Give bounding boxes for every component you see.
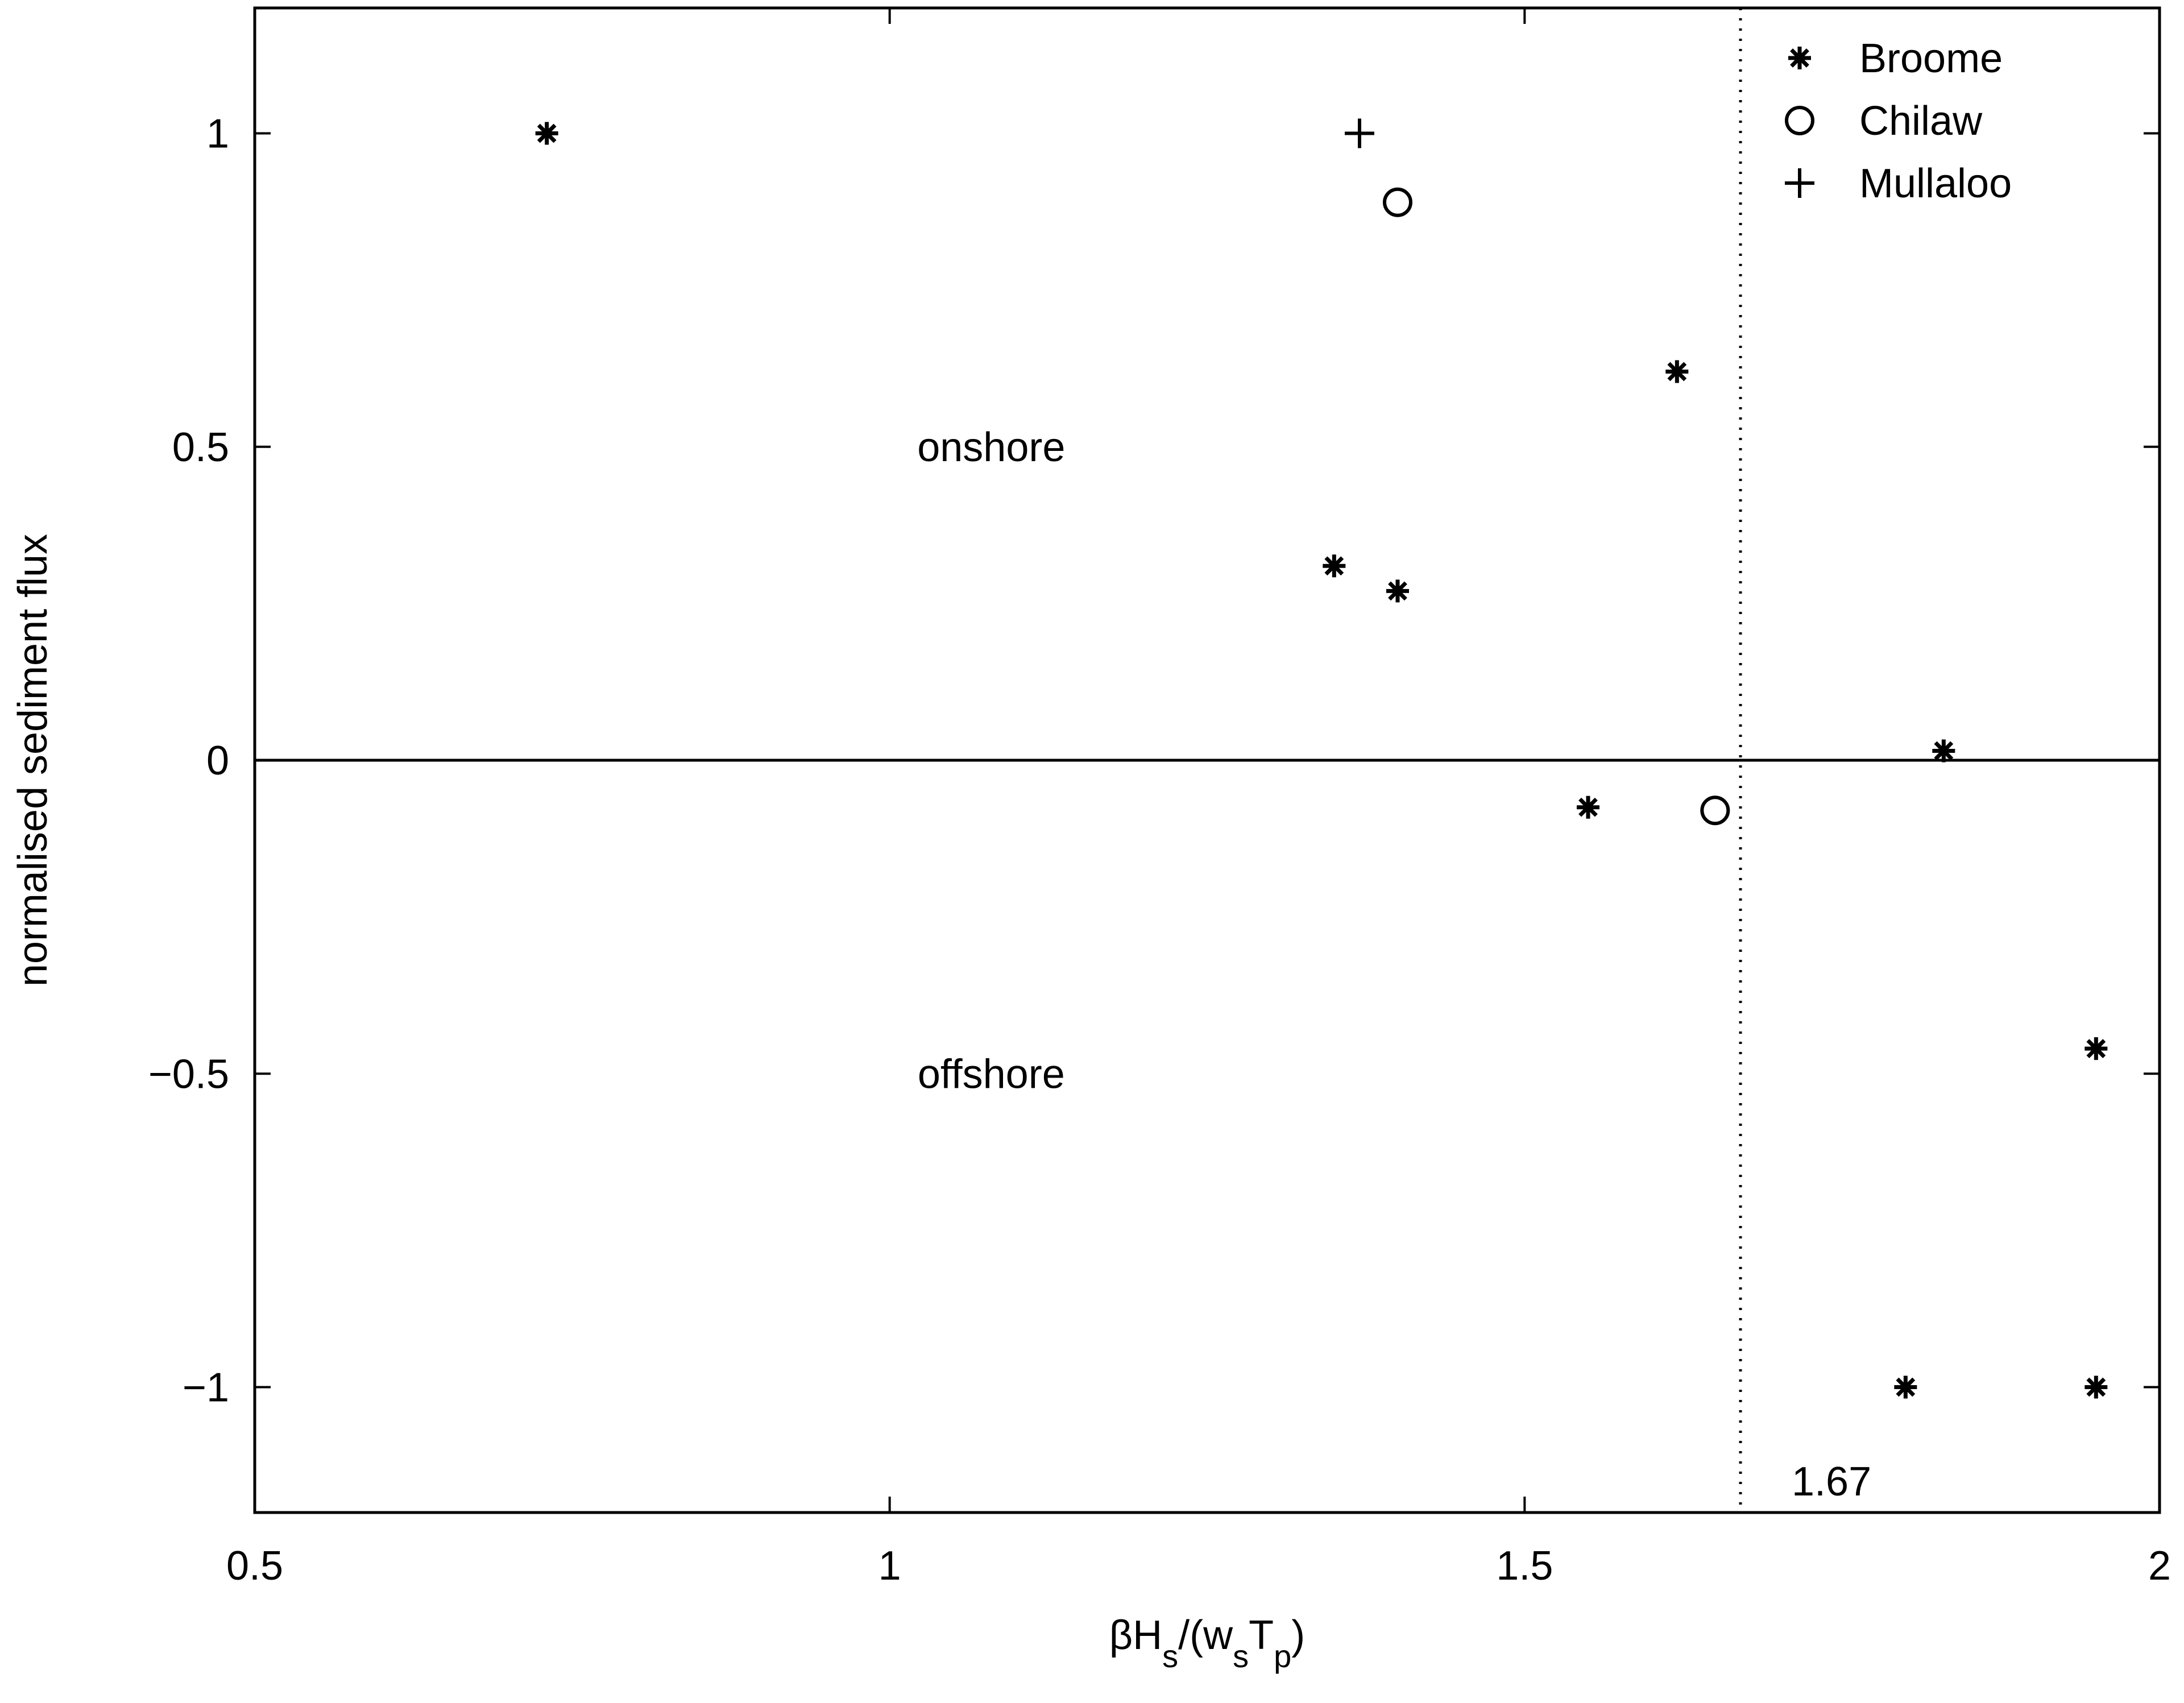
legend-marker-chilaw [1785,106,1814,135]
x-tick-label: 1.5 [1496,1543,1553,1589]
legend-label-mullaloo: Mullaloo [1859,161,2012,206]
asterisk-stroke [1388,581,1407,601]
circle-mark [1785,106,1814,135]
asterisk-stroke [1896,1377,1916,1397]
point-broome [535,122,558,145]
region-label-offshore: offshore [918,1051,1065,1097]
x-axis-title-subscript: s [1233,1638,1249,1674]
legend-label-chilaw: Chilaw [1859,98,1983,144]
threshold-label: 1.67 [1792,1459,1871,1505]
asterisk-stroke [537,123,557,143]
y-tick-label: 0 [206,738,229,784]
reference-lines: 1.67 [255,8,2160,1513]
point-chilaw [1383,187,1412,217]
asterisk-stroke [1667,362,1687,382]
x-axis-title-subscript: p [1274,1638,1291,1674]
legend-marker-broome [1788,47,1811,69]
x-axis-title-part: /(w [1178,1613,1233,1658]
region-annotations: onshore offshore [917,425,1065,1097]
tick-labels: 0.5 1 1.5 2 1 0.5 0 −0.5 −1 [148,111,2171,1589]
x-tick-label: 2 [2148,1543,2171,1589]
circle-mark [1700,795,1730,826]
region-label-onshore: onshore [917,425,1065,470]
y-tick-label: −1 [183,1365,229,1411]
point-broome [1577,795,1599,819]
x-axis-title-subscript: s [1162,1638,1178,1674]
x-axis-title-part: βH [1109,1613,1162,1658]
point-chilaw [1700,795,1730,826]
asterisk-stroke [2086,1377,2106,1397]
point-broome [1386,579,1409,603]
y-tick-label: −0.5 [148,1051,229,1097]
asterisk-stroke [1578,797,1598,817]
legend-label-broome: Broome [1859,36,2003,81]
data-points [535,118,2108,1399]
point-broome [1665,360,1689,383]
x-tick-label: 0.5 [226,1543,283,1589]
asterisk-stroke [1790,48,1809,68]
x-axis-title: βHs/(wsTp) [1109,1613,1306,1674]
x-tick-label: 1 [878,1543,901,1589]
point-broome [2084,1375,2108,1399]
point-broome [1323,554,1346,578]
asterisk-stroke [2086,1039,2106,1059]
asterisk-stroke [1934,741,1954,761]
y-tick-label: 0.5 [172,425,229,470]
y-tick-label: 1 [206,111,229,157]
axis-ticks [254,8,2161,1513]
legend: Broome Chilaw Mullaloo [1785,36,2012,206]
point-broome [2084,1037,2108,1060]
circle-mark [1383,187,1412,217]
y-axis-title: normalised sediment flux [10,534,56,987]
x-axis-title-part: ) [1291,1613,1305,1658]
point-broome [1932,739,1955,763]
x-axis-title-part: T [1249,1613,1274,1658]
legend-marker-mullaloo [1785,168,1814,198]
point-broome [1894,1375,1917,1399]
asterisk-stroke [1324,556,1344,576]
point-mullaloo [1345,118,1374,148]
